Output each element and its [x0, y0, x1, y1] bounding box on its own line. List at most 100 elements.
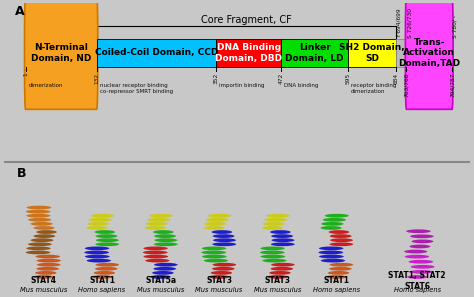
Text: 1: 1 [23, 72, 28, 76]
Ellipse shape [91, 214, 115, 218]
Text: 595: 595 [346, 72, 350, 84]
Ellipse shape [212, 267, 235, 271]
Text: STAT1, STAT2
STAT6: STAT1, STAT2 STAT6 [389, 271, 446, 291]
Ellipse shape [209, 275, 229, 279]
Ellipse shape [267, 275, 288, 279]
Text: 703/768: 703/768 [404, 72, 409, 97]
Ellipse shape [260, 247, 285, 250]
Ellipse shape [154, 234, 176, 238]
Ellipse shape [329, 242, 353, 246]
Ellipse shape [329, 263, 353, 267]
Ellipse shape [330, 238, 353, 242]
Ellipse shape [210, 271, 232, 275]
Ellipse shape [96, 238, 119, 242]
Ellipse shape [146, 222, 168, 226]
Bar [348, 39, 396, 67]
Ellipse shape [155, 238, 177, 242]
Ellipse shape [321, 259, 345, 263]
Ellipse shape [33, 275, 54, 279]
Text: Mus musculus: Mus musculus [254, 287, 301, 293]
Ellipse shape [203, 226, 225, 230]
Ellipse shape [269, 271, 291, 275]
Bar [281, 39, 348, 67]
Text: Homo sapiens: Homo sapiens [79, 287, 126, 293]
Ellipse shape [329, 267, 352, 271]
Ellipse shape [36, 267, 59, 271]
Ellipse shape [26, 251, 50, 254]
Text: STAT3: STAT3 [264, 277, 291, 285]
Text: importin binding: importin binding [219, 83, 265, 88]
Ellipse shape [84, 251, 109, 254]
Ellipse shape [270, 230, 291, 234]
Ellipse shape [154, 263, 178, 267]
Text: Mus musculus: Mus musculus [195, 287, 243, 293]
Ellipse shape [149, 214, 173, 218]
Ellipse shape [320, 226, 342, 230]
Ellipse shape [153, 230, 173, 234]
Ellipse shape [410, 270, 432, 274]
Ellipse shape [27, 206, 51, 209]
Text: receptor binding
dimerization: receptor binding dimerization [351, 83, 397, 94]
Ellipse shape [143, 251, 167, 254]
Ellipse shape [264, 218, 288, 222]
Text: Coiled-Coil Domain, CCD: Coiled-Coil Domain, CCD [95, 48, 218, 57]
Ellipse shape [323, 218, 346, 222]
Ellipse shape [87, 222, 109, 226]
Text: Linker
Domain, LD: Linker Domain, LD [285, 43, 344, 63]
Ellipse shape [204, 222, 227, 226]
Text: DNA Binding
Domain, DBD: DNA Binding Domain, DBD [215, 43, 282, 63]
Ellipse shape [410, 234, 434, 238]
Ellipse shape [154, 267, 176, 271]
Ellipse shape [213, 238, 236, 242]
Ellipse shape [410, 245, 430, 248]
Ellipse shape [266, 214, 290, 218]
Ellipse shape [319, 251, 343, 254]
Ellipse shape [150, 275, 171, 279]
Ellipse shape [86, 226, 108, 230]
Ellipse shape [271, 234, 293, 238]
Bar [396, 39, 407, 67]
Ellipse shape [407, 275, 428, 279]
FancyBboxPatch shape [405, 0, 453, 109]
Ellipse shape [271, 263, 295, 267]
Ellipse shape [325, 214, 349, 218]
Ellipse shape [28, 242, 52, 246]
Text: B: B [17, 168, 26, 180]
Text: STAT1: STAT1 [323, 277, 349, 285]
FancyBboxPatch shape [25, 0, 98, 109]
Ellipse shape [147, 218, 171, 222]
Ellipse shape [94, 230, 115, 234]
Ellipse shape [271, 242, 295, 246]
Text: nuclear receptor binding
co-repressor SMRT binding: nuclear receptor binding co-repressor SM… [100, 83, 173, 94]
Text: 352: 352 [214, 72, 219, 84]
Text: STAT3: STAT3 [206, 277, 232, 285]
Ellipse shape [143, 247, 168, 250]
Text: A: A [15, 5, 25, 18]
Ellipse shape [404, 250, 427, 253]
Ellipse shape [409, 260, 433, 264]
Ellipse shape [260, 251, 284, 254]
Ellipse shape [87, 259, 111, 263]
Ellipse shape [321, 222, 344, 226]
Text: STAT4: STAT4 [30, 277, 56, 285]
Ellipse shape [26, 247, 51, 250]
Ellipse shape [154, 242, 178, 246]
Bar [97, 39, 216, 67]
Text: 684: 684 [394, 72, 399, 84]
Ellipse shape [328, 271, 349, 275]
Text: Homo sapiens: Homo sapiens [313, 287, 360, 293]
Ellipse shape [96, 234, 118, 238]
Ellipse shape [95, 263, 119, 267]
Ellipse shape [212, 242, 236, 246]
Ellipse shape [34, 226, 55, 230]
Ellipse shape [30, 238, 54, 242]
Text: S 780/ -: S 780/ - [453, 15, 457, 38]
Ellipse shape [271, 267, 293, 271]
Ellipse shape [328, 230, 349, 234]
Ellipse shape [26, 210, 50, 214]
Text: S 726/730: S 726/730 [407, 8, 412, 38]
Text: N-Terminal
Domain, ND: N-Terminal Domain, ND [31, 43, 91, 63]
Ellipse shape [405, 255, 429, 258]
Ellipse shape [262, 259, 287, 263]
Ellipse shape [211, 230, 232, 234]
